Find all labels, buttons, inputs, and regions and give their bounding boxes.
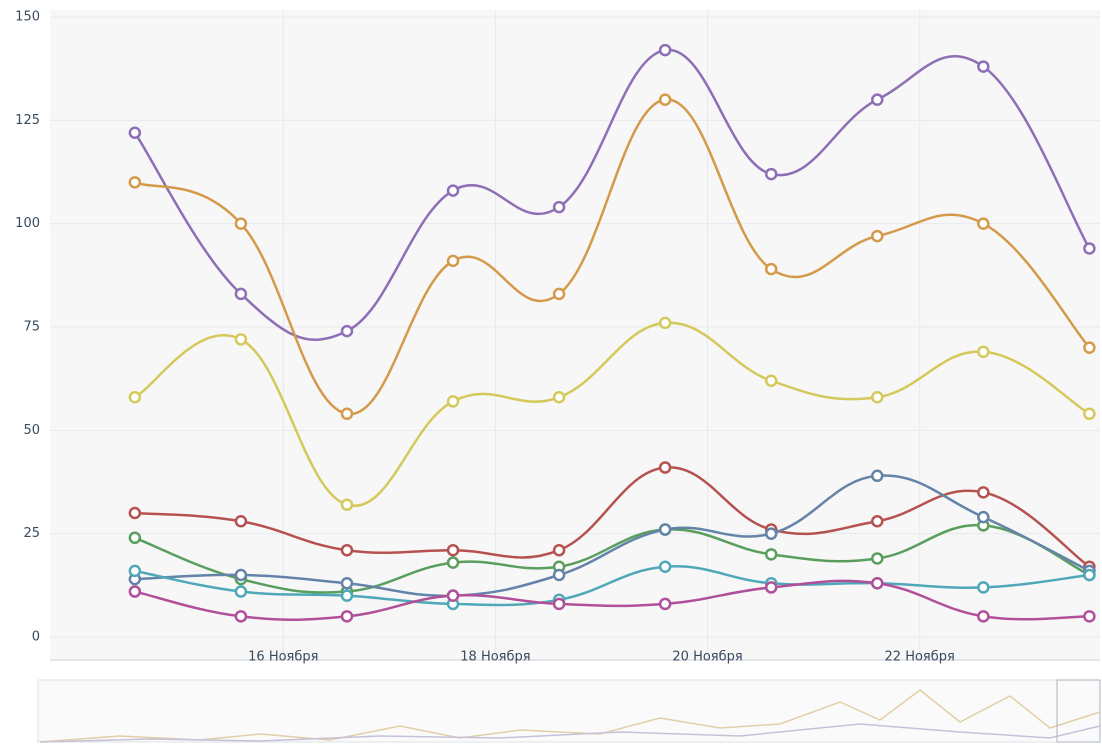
data-point [764, 262, 778, 276]
data-point [658, 523, 672, 536]
data-point [658, 597, 672, 611]
data-point [977, 610, 990, 623]
y-tick-label: 50 [23, 423, 40, 438]
series-line [134, 321, 1091, 508]
data-point [1083, 341, 1096, 354]
data-point [977, 345, 990, 359]
data-point [977, 60, 990, 73]
data-point [1083, 568, 1096, 582]
data-point [1083, 407, 1096, 421]
data-point [340, 577, 354, 590]
data-point [552, 568, 566, 582]
data-point [234, 287, 248, 301]
data-point [658, 93, 672, 106]
data-point [552, 287, 566, 301]
series-line [134, 565, 1090, 607]
data-point [234, 568, 248, 582]
data-point [1083, 610, 1096, 623]
data-point [658, 560, 672, 573]
data-point [446, 556, 460, 569]
data-point [340, 610, 354, 623]
data-point [446, 184, 460, 197]
series [128, 469, 1096, 602]
data-point [340, 543, 354, 557]
data-point [764, 581, 778, 594]
data-point [658, 43, 672, 57]
series-line [134, 579, 1090, 621]
data-point [977, 510, 990, 524]
data-point [446, 543, 460, 557]
data-point [446, 589, 460, 602]
data-point [128, 506, 142, 520]
navigator-background [37, 679, 1101, 743]
data-point [977, 217, 990, 230]
series [128, 43, 1096, 341]
data-point [340, 589, 354, 602]
series-line [134, 98, 1091, 416]
data-point [234, 515, 248, 528]
data-point [128, 391, 142, 404]
data-point [764, 374, 778, 387]
data-point [764, 548, 778, 561]
data-point [340, 407, 354, 421]
navigator-window[interactable] [1056, 679, 1101, 743]
navigator-line [39, 689, 1101, 743]
x-tick-label: 18 Ноября [460, 650, 530, 665]
data-point [128, 564, 142, 578]
x-tick-label: 16 Ноября [248, 650, 318, 665]
data-point [658, 316, 672, 330]
data-point [234, 217, 248, 230]
data-point [446, 254, 460, 268]
data-point [871, 469, 884, 483]
series-line [134, 474, 1090, 598]
data-point [658, 461, 672, 474]
data-point [764, 527, 778, 540]
y-tick-label: 75 [23, 320, 40, 335]
x-tick-label: 22 Ноября [885, 650, 955, 665]
data-point [552, 391, 566, 404]
series [128, 316, 1096, 511]
data-point [128, 531, 142, 545]
data-point [871, 391, 884, 404]
data-point [871, 93, 884, 106]
series-line [134, 523, 1090, 594]
data-point [552, 200, 566, 214]
data-point [552, 543, 566, 557]
series [128, 93, 1096, 421]
data-point [871, 229, 884, 243]
data-point [871, 552, 884, 565]
data-point [871, 577, 884, 590]
data-point [128, 126, 142, 139]
series [128, 461, 1096, 573]
navigator-line [39, 723, 1101, 743]
data-point [1083, 242, 1096, 255]
data-point [234, 333, 248, 346]
data-point [340, 324, 354, 338]
data-point [234, 585, 248, 598]
data-point [128, 585, 142, 598]
series-line [134, 466, 1091, 568]
data-point [128, 176, 142, 189]
y-tick-label: 125 [15, 113, 40, 128]
data-point [977, 486, 990, 499]
data-point [340, 498, 354, 511]
y-tick-label: 150 [15, 10, 40, 25]
series [128, 577, 1096, 623]
y-tick-label: 0 [32, 630, 40, 645]
y-tick-label: 25 [23, 526, 40, 541]
x-tick-label: 20 Ноября [672, 650, 742, 665]
data-point [552, 597, 566, 611]
navigator [37, 679, 1101, 743]
data-point [446, 395, 460, 408]
data-point [764, 167, 778, 181]
data-point [871, 515, 884, 528]
y-tick-label: 100 [15, 216, 40, 231]
data-point [234, 610, 248, 623]
series-line [133, 48, 1091, 341]
data-point [977, 581, 990, 594]
